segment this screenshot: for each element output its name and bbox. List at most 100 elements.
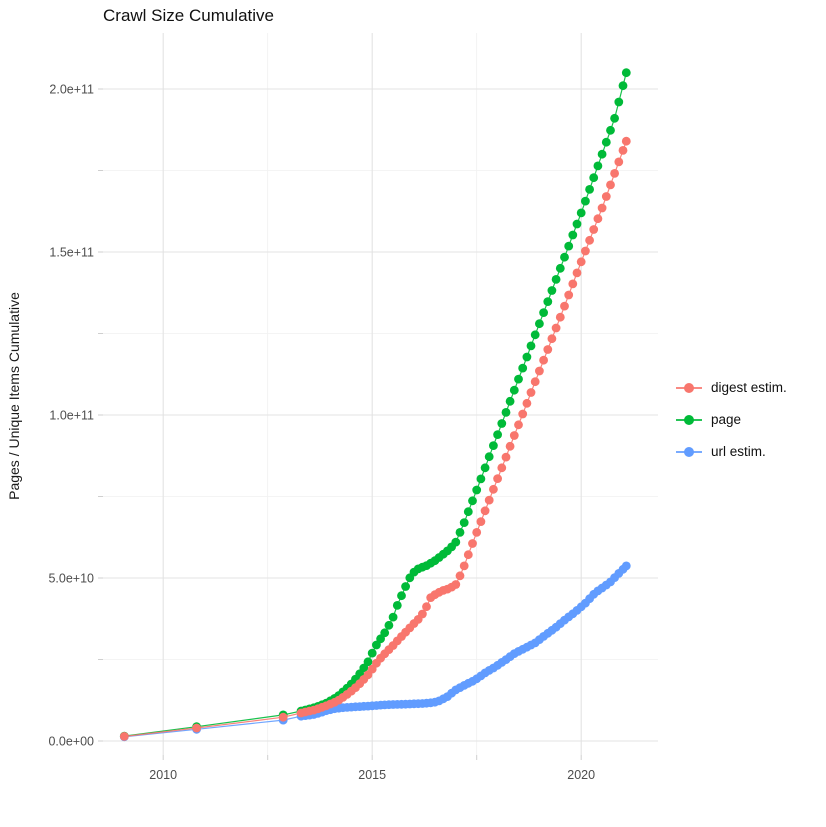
data-point-page	[359, 663, 369, 673]
data-point-page	[397, 591, 406, 601]
data-point-page	[555, 263, 565, 273]
data-point-page	[497, 419, 507, 428]
data-point-digest	[621, 136, 631, 146]
data-point-digest	[459, 561, 469, 571]
data-point-page	[601, 137, 611, 147]
data-point-page	[451, 537, 461, 547]
data-point-page	[522, 352, 532, 362]
data-point-page	[597, 149, 607, 159]
data-point-digest	[422, 602, 431, 612]
data-point-page	[509, 385, 519, 395]
x-tick-label: 2020	[567, 768, 595, 782]
data-point-digest	[119, 732, 129, 741]
data-point-page	[535, 319, 544, 329]
y-tick-label: 1.5e+11	[49, 246, 94, 260]
data-point-page	[489, 441, 498, 450]
data-point-page	[526, 341, 536, 351]
data-point-digest	[597, 203, 607, 213]
data-point-page	[560, 252, 569, 262]
data-point-page	[388, 612, 398, 622]
chart-title: Crawl Size Cumulative	[103, 6, 274, 25]
data-point-digest	[489, 484, 498, 494]
data-point-page	[505, 396, 515, 406]
data-point-digest	[463, 550, 473, 560]
y-tick-label: 1.0e+11	[49, 409, 94, 423]
data-point-digest	[509, 431, 519, 440]
series-digest	[119, 136, 631, 741]
data-point-digest	[278, 712, 288, 722]
data-point-page	[392, 601, 402, 610]
data-point-page	[621, 68, 631, 78]
data-point-digest	[522, 398, 532, 408]
data-point-digest	[535, 366, 544, 376]
data-point-page	[585, 185, 594, 194]
data-point-digest	[455, 571, 465, 581]
data-point-page	[547, 286, 557, 295]
data-point-digest	[514, 420, 523, 430]
data-point-page	[367, 648, 377, 658]
data-point-page	[581, 196, 590, 206]
data-point-digest	[601, 192, 611, 201]
grid-major	[103, 33, 658, 755]
axis-labels: 2010 2015 2020 0.0e+00 5.0e+10 1.0e+11 1.5e+11…	[48, 83, 595, 783]
data-point-digest	[585, 235, 594, 245]
axis-ticks	[98, 88, 582, 760]
data-point-digest	[589, 225, 599, 234]
data-point-digest	[476, 517, 486, 526]
data-point-digest	[472, 528, 482, 537]
data-point-digest	[501, 452, 511, 462]
data-point-digest	[593, 214, 603, 224]
data-point-page	[551, 275, 561, 284]
data-point-digest	[497, 463, 507, 473]
data-point-digest	[581, 246, 590, 256]
data-point-page	[468, 496, 477, 506]
data-point-page	[568, 230, 578, 240]
data-point-digest	[576, 257, 586, 267]
data-point-page	[572, 219, 582, 229]
data-point-digest	[547, 334, 557, 344]
x-tick-label: 2010	[149, 768, 177, 782]
data-point-page	[589, 173, 599, 183]
data-point-digest	[505, 441, 515, 451]
legend-key-page-icon	[676, 410, 702, 429]
data-point-page	[610, 113, 619, 123]
x-tick-label: 2015	[358, 768, 386, 782]
data-point-page	[380, 628, 390, 638]
data-point-digest	[610, 169, 619, 178]
data-point-page	[618, 81, 628, 91]
data-point-page	[459, 518, 469, 527]
legend-item-digest: digest estim.	[676, 378, 787, 397]
data-point-digest	[451, 580, 461, 589]
legend-key-url-icon	[676, 442, 702, 461]
legend-item-url: url estim.	[676, 442, 787, 461]
data-point-page	[476, 474, 486, 484]
legend: digest estim. page url estim.	[676, 378, 787, 461]
data-point-url	[621, 561, 631, 571]
data-point-page	[455, 528, 465, 537]
data-point-page	[372, 640, 381, 650]
data-point-page	[593, 161, 603, 171]
data-point-page	[501, 408, 511, 417]
data-point-page	[363, 657, 373, 667]
legend-key-digest-icon	[676, 378, 702, 397]
data-point-digest	[564, 290, 574, 300]
data-point-page	[606, 125, 615, 135]
data-point-digest	[418, 609, 427, 619]
y-tick-label: 0.0e+00	[48, 735, 94, 749]
data-point-digest	[468, 539, 477, 548]
data-point-digest	[192, 723, 202, 733]
data-point-digest	[572, 268, 582, 278]
data-point-digest	[530, 377, 540, 387]
data-point-page	[614, 97, 624, 107]
data-point-page	[576, 208, 586, 218]
data-point-digest	[539, 355, 548, 365]
data-point-page	[530, 330, 540, 340]
y-tick-label: 2.0e+11	[49, 83, 94, 97]
data-point-page	[564, 241, 574, 251]
y-tick-label: 5.0e+10	[48, 572, 94, 586]
data-point-page	[472, 485, 482, 495]
data-point-digest	[526, 388, 536, 397]
data-point-digest	[543, 345, 553, 354]
